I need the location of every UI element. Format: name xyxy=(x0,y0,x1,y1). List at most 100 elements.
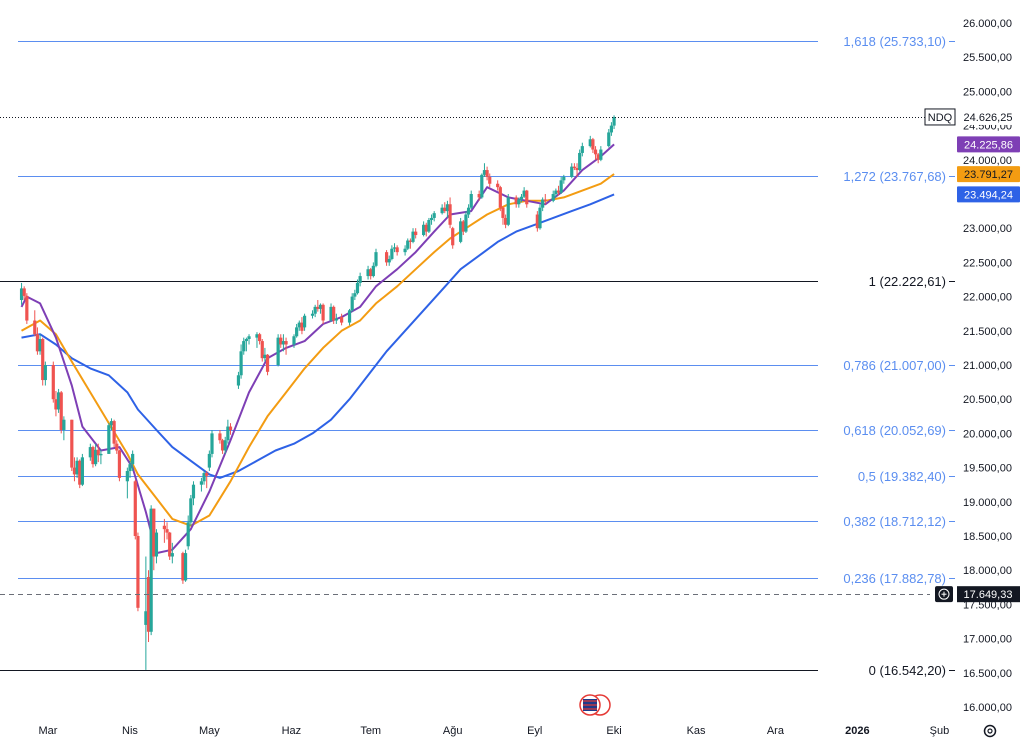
candle-up xyxy=(588,135,592,148)
candle-down xyxy=(91,445,95,468)
candle-body xyxy=(117,450,122,478)
candle-down xyxy=(220,438,225,454)
candle-up xyxy=(19,282,24,305)
candle-down xyxy=(408,238,412,249)
y-tick-label: 24.000,00 xyxy=(963,155,1012,167)
y-tick-label: 25.500,00 xyxy=(963,52,1012,64)
candle-body xyxy=(247,336,251,340)
moving-averages xyxy=(20,143,615,555)
candle-up xyxy=(347,308,352,326)
candle-body xyxy=(580,146,584,153)
candle-down xyxy=(448,197,452,229)
candle-down xyxy=(384,250,389,266)
candle-up xyxy=(607,129,611,148)
candle-body xyxy=(279,337,283,345)
candle-up xyxy=(313,304,317,318)
y-tick-label: 19.000,00 xyxy=(963,497,1012,509)
price-tags: NDQ 24.626,25 24.225,86 23.791,27 23.494,24 1… xyxy=(924,108,1020,603)
candle-body xyxy=(554,190,558,194)
candle-body xyxy=(35,334,40,352)
candle-body xyxy=(146,577,151,632)
x-tick-label: Haz xyxy=(282,725,302,737)
candle-down xyxy=(136,532,140,612)
settings-gear-icon[interactable] xyxy=(983,724,997,738)
candle-body xyxy=(125,471,129,482)
candle-down xyxy=(59,390,63,434)
candle-body xyxy=(403,248,407,253)
candle-body xyxy=(281,341,286,345)
candle-body xyxy=(292,336,296,345)
candle-body xyxy=(366,269,370,277)
candle-body xyxy=(485,170,489,177)
candle-down xyxy=(414,228,418,239)
candle-body xyxy=(607,132,611,147)
last-price-box xyxy=(957,108,1020,125)
candle-body xyxy=(350,296,354,311)
candle-body xyxy=(199,481,204,485)
candle-body xyxy=(25,295,29,321)
candle-body xyxy=(461,221,465,232)
candle-body xyxy=(506,197,510,225)
candle-up xyxy=(297,320,301,331)
candle-up xyxy=(292,334,296,348)
candle-up xyxy=(236,371,241,389)
x-tick-label: Eki xyxy=(606,725,621,737)
candle-up xyxy=(107,423,111,454)
candle-body xyxy=(469,194,473,208)
candle-up xyxy=(612,115,616,130)
y-tick-label: 20.000,00 xyxy=(963,428,1012,440)
ma-price-value: 23.791,27 xyxy=(964,169,1013,181)
candle-down xyxy=(133,479,137,540)
candle-up xyxy=(464,211,468,233)
candle-body xyxy=(519,196,524,200)
candle-body xyxy=(588,139,592,147)
candle-body xyxy=(51,365,55,400)
y-tick-label: 26.000,00 xyxy=(963,18,1012,30)
candle-up xyxy=(128,460,132,478)
ma-price-box xyxy=(957,186,1020,203)
price-axis[interactable]: 26.000,0025.500,0025.000,0024.500,0024.0… xyxy=(963,18,1012,714)
candle-body xyxy=(218,433,222,441)
candle-down xyxy=(265,354,270,376)
candle-body xyxy=(451,228,455,246)
candle-body xyxy=(131,453,135,465)
last-price-tag: NDQ 24.626,25 xyxy=(924,108,1020,126)
x-tick-label: Mar xyxy=(39,725,58,737)
candle-body xyxy=(162,525,166,530)
candle-down xyxy=(279,334,283,348)
candle-up xyxy=(480,173,484,199)
ma-price-tag: 23.791,27 xyxy=(957,166,1020,183)
y-tick-label: 18.500,00 xyxy=(963,531,1012,543)
candle-body xyxy=(427,219,431,232)
candle-up xyxy=(318,303,323,314)
candle-up xyxy=(191,481,196,506)
candle-up xyxy=(538,204,542,230)
candle-body xyxy=(112,421,116,444)
fib-label: 0,236 (17.882,78) xyxy=(843,571,946,586)
candle-up xyxy=(482,163,487,177)
candle-up xyxy=(276,334,280,367)
candle-up xyxy=(459,217,463,244)
candle-body xyxy=(295,327,299,337)
candle-body xyxy=(107,425,111,454)
candle-body xyxy=(207,453,211,468)
fib-label: 0 (16.542,20) xyxy=(869,663,946,678)
candle-down xyxy=(543,194,547,205)
candle-body xyxy=(62,419,66,430)
time-axis[interactable]: Mar Nis May Haz Tem Ağu Eyl Eki Kas Ara 2026 Şub xyxy=(39,725,950,737)
ma-fast-line xyxy=(20,143,615,555)
candle-up xyxy=(183,549,188,582)
symbol-tag-label: NDQ xyxy=(928,112,953,124)
candle-body xyxy=(136,536,140,608)
candle-up xyxy=(411,228,415,244)
candle-up xyxy=(469,190,473,210)
candle-up xyxy=(466,204,471,218)
fib-label: 0,618 (20.052,69) xyxy=(843,423,946,438)
candle-body xyxy=(525,190,529,205)
candle-body xyxy=(443,207,447,212)
y-tick-label: 18.000,00 xyxy=(963,565,1012,577)
candle-body xyxy=(321,304,325,321)
candle-body xyxy=(355,282,360,294)
